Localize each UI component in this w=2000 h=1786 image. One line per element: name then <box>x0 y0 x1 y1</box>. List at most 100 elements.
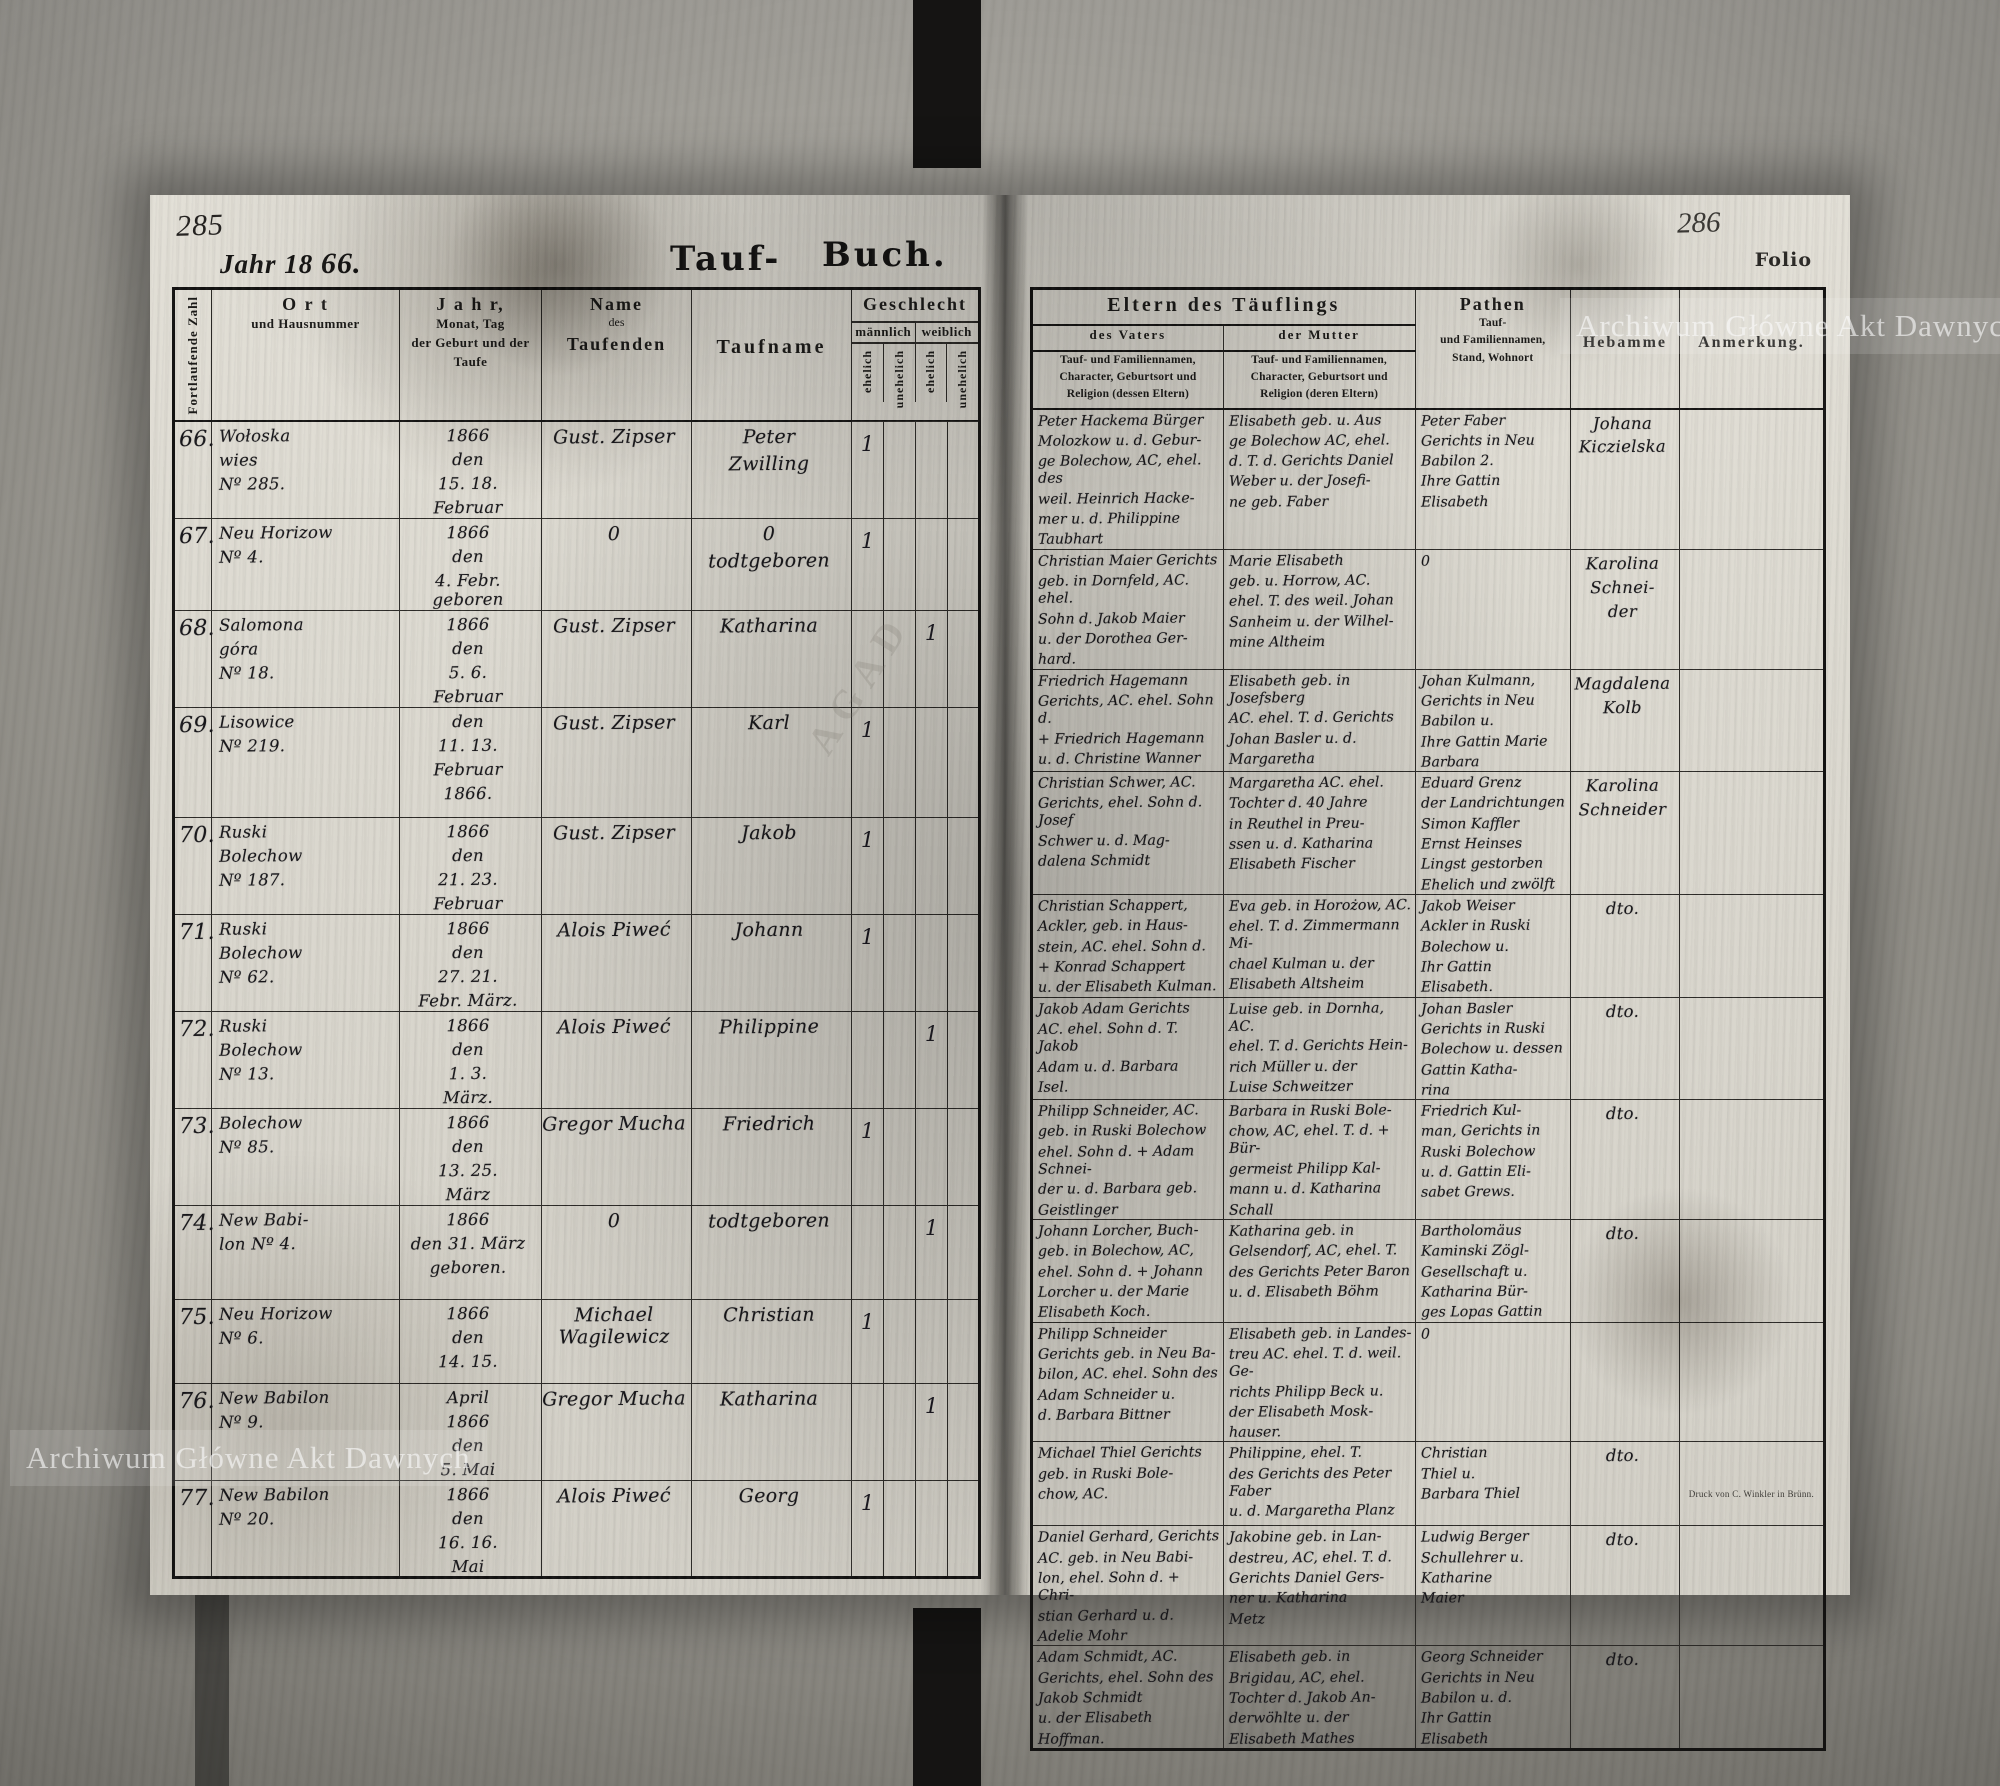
cell-mutter: Barbara in Ruski Bole-chow, AC, ehel. T.… <box>1222 1099 1416 1220</box>
table-row[interactable]: Philipp Schneider Gerichts geb. in Neu Ba… <box>1031 1321 1826 1443</box>
table-row[interactable]: 77. New Babilon Nº 20. 1866 den 16. 16. Mai Alo… <box>173 1479 980 1579</box>
header-geschlecht: Geschlecht männlich weiblich ehelic <box>851 288 980 423</box>
header-maennlich-ehelich: ehelich <box>859 349 874 393</box>
cell-ort: Ruski Bolechow Nº 13. <box>211 1010 400 1109</box>
cell-anmerkung <box>1678 668 1826 773</box>
cell-taufender: Michael Wagilewicz <box>541 1298 692 1384</box>
cell-weiblich-unehelich <box>947 1204 980 1300</box>
cell-maennlich-ehelich: 1 <box>851 1479 884 1579</box>
cell-mutter: Eva geb. in Horożow, AC. ehel. T. d. Zimm… <box>1222 894 1416 998</box>
table-row[interactable]: 68. Salomona góra Nº 18. 1866 den 5. 6. Februar… <box>173 610 980 709</box>
cell-anmerkung <box>1678 1441 1826 1527</box>
table-row[interactable]: 69. Lisowice Nº 219. den 11. 13. Februar 1866.… <box>173 707 980 819</box>
cell-anmerkung <box>1678 548 1826 670</box>
cell-hebamme: dto. <box>1570 996 1680 1101</box>
cell-ort: Neu Horizow Nº 6. <box>211 1298 400 1384</box>
table-row[interactable]: Daniel Gerhard, Gerichts AC. geb. in Neu … <box>1031 1525 1826 1647</box>
table-row[interactable]: Christian Maier Gerichts geb. in Dornfeld… <box>1031 548 1826 670</box>
cell-maennlich-unehelich <box>883 707 916 819</box>
cell-anmerkung <box>1678 996 1826 1101</box>
table-row[interactable]: Christian Schappert, Ackler, geb. in Haus… <box>1031 894 1826 998</box>
cell-taufender: Gust. Zipser <box>541 610 692 709</box>
cell-maennlich-ehelich <box>851 1204 884 1300</box>
title-buch: Buch. <box>822 235 948 275</box>
cell-hebamme: dto. <box>1570 1441 1680 1527</box>
cell-maennlich-unehelich <box>883 1107 916 1206</box>
cell-hebamme: dto. <box>1570 1219 1680 1323</box>
cell-maennlich-unehelich <box>883 1479 916 1579</box>
table-row[interactable]: 70. Ruski Bolechow Nº 187. 1866 den 21. 23. Feb… <box>173 817 980 916</box>
table-row[interactable]: 67. Neu Horizow Nº 4. 1866 den 4. Febr. gebor… <box>173 518 980 612</box>
cell-vater: Philipp Schneider, AC. geb. in Ruski Bole… <box>1031 1099 1224 1220</box>
table-row[interactable]: Philipp Schneider, AC. geb. in Ruski Bole… <box>1031 1099 1826 1220</box>
cell-datum: den 11. 13. Februar 1866. <box>399 707 542 819</box>
cell-vater: Jakob Adam Gerichts AC. ehel. Sohn d. T. … <box>1031 996 1224 1101</box>
cell-weiblich-unehelich <box>947 1382 980 1481</box>
cell-taufname: Karl <box>691 707 852 819</box>
cell-pathen: Friedrich Kul-man, Gerichts in Ruski Bole… <box>1414 1099 1572 1220</box>
cell-laufende-zahl: 69. <box>173 707 215 819</box>
cell-hebamme <box>1570 1321 1680 1443</box>
table-row[interactable]: Adam Schmidt, AC. Gerichts, ehel. Sohn de… <box>1031 1645 1826 1750</box>
table-row[interactable]: 71. Ruski Bolechow Nº 62. 1866 den 27. 21. Febr… <box>173 914 980 1012</box>
cell-hebamme: Karolina Schneider <box>1570 771 1680 895</box>
cell-mutter: Marie Elisabeth geb. u. Horrow, AC. ehel. … <box>1222 548 1416 670</box>
header-anmerkung: Anmerkung. <box>1678 288 1826 410</box>
cell-weiblich-unehelich <box>947 914 980 1012</box>
table-row[interactable]: 72. Ruski Bolechow Nº 13. 1866 den 1. 3. März. A… <box>173 1010 980 1109</box>
cell-mutter: Luise geb. in Dornha, AC. ehel. T. d. Ger… <box>1222 996 1416 1101</box>
cell-datum: 1866 den 27. 21. Febr. März. <box>399 914 542 1012</box>
cell-weiblich-ehelich <box>915 518 948 612</box>
header-name-taufenden: Name des Taufenden <box>541 288 692 423</box>
cell-maennlich-unehelich <box>883 610 916 709</box>
table-row[interactable]: 73. Bolechow Nº 85. 1866 den 13. 25. März Grego… <box>173 1107 980 1206</box>
cell-datum: 1866 den 14. 15. <box>399 1298 542 1384</box>
cell-maennlich-ehelich <box>851 1382 884 1481</box>
cell-datum: 1866 den 15. 18. Februar <box>399 420 542 520</box>
cell-vater: Christian Schwer, AC. Gerichts, ehel. Soh… <box>1031 771 1224 895</box>
cell-taufender: 0 <box>541 1204 692 1300</box>
cell-hebamme: dto. <box>1570 1099 1680 1220</box>
table-row[interactable]: 74. New Babi-lon Nº 4. 1866 den 31. März geb… <box>173 1204 980 1300</box>
cell-maennlich-unehelich <box>883 914 916 1012</box>
table-row[interactable]: 75. Neu Horizow Nº 6. 1866 den 14. 15. Michael… <box>173 1298 980 1384</box>
table-row[interactable]: Peter Hackema Bürger Molozkow u. d. Gebur… <box>1031 408 1826 550</box>
cell-pathen: Johan Basler Gerichts in Ruski Bolechow u.… <box>1414 996 1572 1101</box>
register-body-left: 66. Wołoska wies Nº 285. 1866 den 15. 18. Febru… <box>173 420 980 1579</box>
cell-taufname: todtgeboren <box>691 1204 852 1300</box>
cell-maennlich-unehelich <box>883 817 916 916</box>
cell-vater: Christian Maier Gerichts geb. in Dornfeld… <box>1031 548 1224 670</box>
cell-weiblich-ehelich: 1 <box>915 1204 948 1300</box>
header-des-vaters: des Vaters <box>1031 324 1224 352</box>
table-row[interactable]: Jakob Adam Gerichts AC. ehel. Sohn d. T. … <box>1031 996 1826 1101</box>
cell-taufender: Gregor Mucha <box>541 1107 692 1206</box>
cell-pathen: Ludwig Berger Schullehrer u. Katharine Maie… <box>1414 1525 1572 1647</box>
cell-mutter: Elisabeth geb. in Brigidau, AC, ehel. Toch… <box>1222 1645 1416 1750</box>
header-weiblich-ehelich: ehelich <box>923 349 938 393</box>
cell-pathen: Georg Schneider Gerichts in Neu Babilon u.… <box>1414 1645 1572 1750</box>
year-heading: Jahr 18 66. <box>220 247 362 280</box>
cell-anmerkung <box>1678 1321 1826 1443</box>
cell-datum: 1866 den 21. 23. Februar <box>399 817 542 916</box>
table-row[interactable]: Christian Schwer, AC. Gerichts, ehel. Soh… <box>1031 771 1826 895</box>
cell-weiblich-unehelich <box>947 420 980 520</box>
table-row[interactable]: Johann Lorcher, Buch-geb. in Bolechow, A… <box>1031 1219 1826 1323</box>
cell-laufende-zahl: 72. <box>173 1010 215 1109</box>
table-row[interactable]: Michael Thiel Gerichts geb. in Ruski Bole… <box>1031 1441 1826 1527</box>
register-page-left: Fortlaufende Zahl O r t und Hausnummer J… <box>172 287 981 1580</box>
cell-pathen: Bartholomäus Kaminski Zögl- Gesellschaft u… <box>1414 1219 1572 1323</box>
cell-ort: Bolechow Nº 85. <box>211 1107 400 1206</box>
header-ort: O r t und Hausnummer <box>211 288 400 423</box>
cell-pathen: Peter Faber Gerichts in Neu Babilon 2. Ihre… <box>1414 408 1572 550</box>
table-row[interactable]: Friedrich Hagemann Gerichts, AC. ehel. So… <box>1031 668 1826 773</box>
cell-hebamme: Karolina Schnei-der <box>1570 548 1680 670</box>
cell-maennlich-unehelich <box>883 420 916 520</box>
cell-taufender: Gust. Zipser <box>541 420 692 520</box>
cell-pathen: Jakob Weiser Ackler in Ruski Bolechow u. Ih… <box>1414 894 1572 998</box>
cell-taufname: Christian <box>691 1298 852 1384</box>
cell-datum: 1866 den 16. 16. Mai <box>399 1479 542 1579</box>
cell-mutter: Philippine, ehel. T. des Gerichts des Pet… <box>1222 1441 1416 1527</box>
table-row[interactable]: 66. Wołoska wies Nº 285. 1866 den 15. 18. Febru… <box>173 420 980 520</box>
cell-maennlich-ehelich: 1 <box>851 1107 884 1206</box>
cell-hebamme: dto. <box>1570 894 1680 998</box>
